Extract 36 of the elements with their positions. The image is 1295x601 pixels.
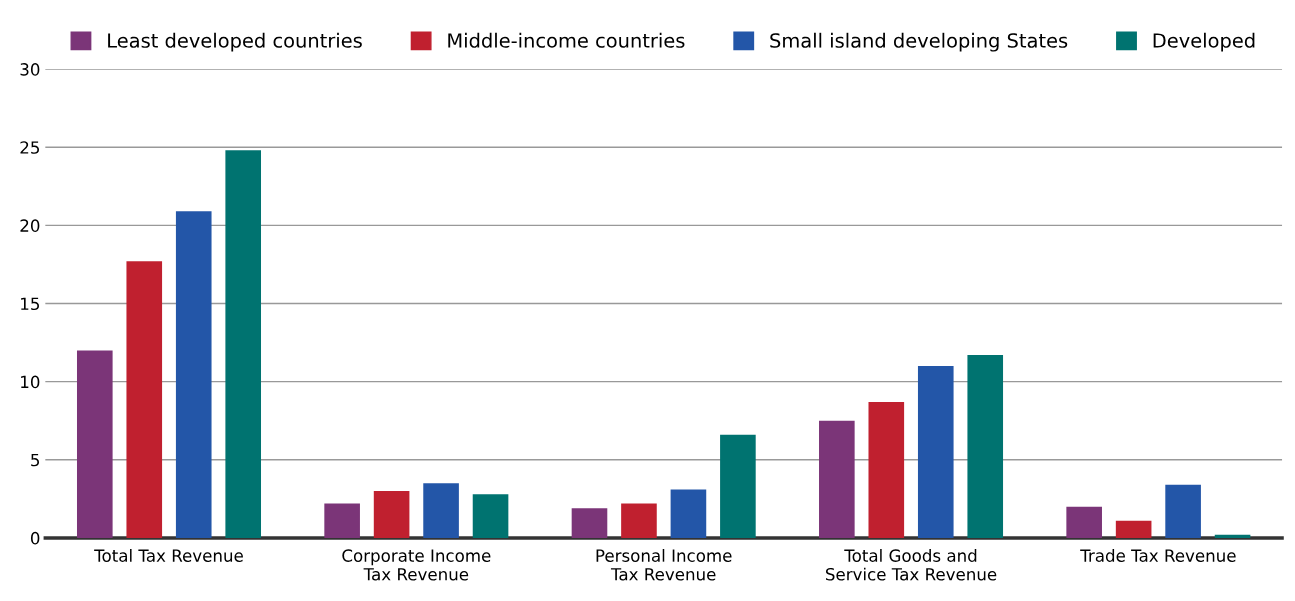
- bar: [1214, 534, 1251, 538]
- bar: [324, 503, 360, 538]
- bar: [225, 150, 262, 538]
- y-tick-label: 30: [20, 63, 40, 76]
- bar: [1066, 506, 1102, 538]
- bar: [76, 350, 113, 538]
- x-tick-label: Trade Tax Revenue: [1080, 549, 1236, 562]
- x-tick-label: Total Tax Revenue: [94, 549, 243, 562]
- bar: [1165, 484, 1201, 538]
- legend-label: Least developed countries: [108, 32, 362, 52]
- bar: [175, 211, 212, 538]
- bar: [423, 483, 459, 538]
- bar: [720, 434, 756, 538]
- x-tick-label: Total Goods and Service Tax Revenue: [825, 549, 997, 581]
- y-tick-label: 25: [20, 141, 40, 154]
- bar: [917, 366, 954, 538]
- y-tick-label: 10: [21, 375, 40, 389]
- bar: [868, 401, 905, 538]
- bar: [819, 420, 855, 538]
- legend-label: Developed: [1153, 32, 1255, 52]
- bar: [967, 355, 1004, 538]
- legend-label: Small island developing States: [770, 32, 1068, 52]
- y-tick-label: 0: [30, 531, 40, 545]
- bar: [126, 261, 163, 538]
- bar: [373, 491, 410, 538]
- x-tick-label: Personal Income Tax Revenue: [596, 549, 732, 581]
- y-tick-label: 20: [20, 219, 40, 232]
- bar: [472, 494, 509, 538]
- y-tick-label: 15: [21, 297, 40, 311]
- bar: [621, 503, 657, 538]
- bar: [571, 508, 608, 538]
- y-tick-label: 5: [31, 453, 40, 467]
- bar: [670, 489, 707, 538]
- legend-label: Middle-income countries: [448, 32, 685, 48]
- bar: [1115, 520, 1152, 538]
- x-tick-label: Corporate Income Tax Revenue: [342, 549, 491, 581]
